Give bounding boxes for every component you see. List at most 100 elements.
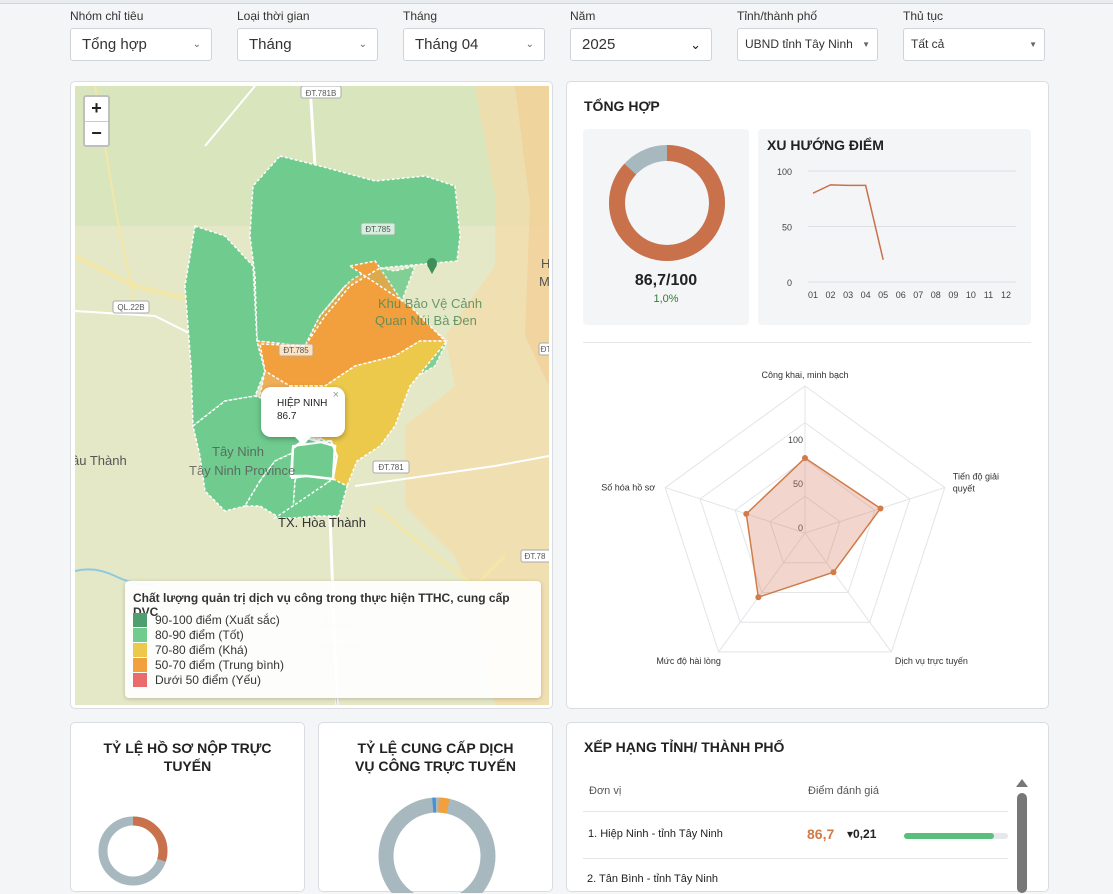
filter-month-value: Tháng 04 [415, 36, 479, 53]
road-label-dt781b: ĐT.781B [306, 89, 337, 98]
filter-province: Tỉnh/thành phố UBND tỉnh Tây Ninh ▼ [737, 8, 878, 61]
summary-title: TỔNG HỢP [584, 98, 660, 114]
road-shield [112, 300, 150, 314]
road-shield [360, 222, 396, 236]
filter-month: Tháng Tháng 04 ⌄ [403, 8, 545, 61]
legend-item: 90-100 điểm (Xuất sắc) [133, 613, 531, 628]
legend-item: Dưới 50 điểm (Yếu) [133, 673, 531, 688]
road [374, 504, 507, 588]
top-border [0, 0, 1113, 4]
radar-point [802, 455, 808, 462]
trend-x-tick: 01 [808, 290, 818, 300]
trend-chart: 100 50 0 01 02 03 04 05 06 07 08 09 10 11 12 [777, 167, 1016, 300]
zoom-in-button[interactable]: + [91, 98, 102, 118]
online-ratio-card: TỶ LỆ HỒ SƠ NỘP TRỰC TUYẾN [70, 722, 305, 892]
ranking-col-score: Điểm đánh giá [808, 785, 879, 797]
caret-down-icon: ▼ [1029, 40, 1037, 49]
radar-point [877, 505, 884, 512]
scrollbar-thumb[interactable] [1017, 793, 1027, 893]
road [204, 86, 256, 147]
filter-province-select[interactable]: UBND tỉnh Tây Ninh ▼ [737, 28, 878, 61]
radar-point [743, 510, 750, 517]
filter-period-type-select[interactable]: Tháng ⌄ [237, 28, 378, 61]
filter-province-label: Tỉnh/thành phố [737, 9, 818, 23]
popup-district-name: HIỆP NINH [277, 398, 328, 409]
trend-x-tick: 07 [913, 290, 923, 300]
radar-axis [804, 532, 892, 653]
legend-label: 90-100 điểm (Xuất sắc) [155, 613, 280, 627]
place-label-hoa-thanh: TX. Hòa Thành [278, 515, 366, 530]
score-donut-value [609, 145, 725, 261]
place-label-right-2: M [539, 274, 549, 289]
radar-axis-label: Tiến độ giải quyết [953, 472, 999, 494]
filter-province-value: UBND tỉnh Tây Ninh [745, 37, 853, 51]
zoom-out-button[interactable]: − [85, 121, 108, 145]
radar-axis-label: Mức độ hài lòng [656, 656, 721, 666]
filter-year-select[interactable]: 2025 ⌄ [570, 28, 712, 61]
ranking-card: XẾP HẠNG TỈNH/ THÀNH PHỐ Đơn vị Điểm đán… [566, 722, 1049, 894]
ranking-col-unit: Đơn vị [589, 785, 622, 797]
trend-x-tick: 02 [826, 290, 836, 300]
legend-label: 80-90 điểm (Tốt) [155, 628, 244, 642]
rank-progress-bar [904, 833, 1008, 839]
choropleth-map[interactable]: ĐT.781B ĐT.785 ĐT.785 QL.22B ĐT.781 ĐT.7… [75, 86, 549, 705]
map-card: ĐT.781B ĐT.785 ĐT.785 QL.22B ĐT.781 ĐT.7… [70, 81, 553, 709]
radar-axis [665, 487, 806, 534]
online-ratio-donut [98, 816, 168, 886]
radar-axis-label: Số hóa hồ sơ [601, 483, 655, 493]
score-donut [609, 145, 725, 261]
filter-month-select[interactable]: Tháng 04 ⌄ [403, 28, 545, 61]
radar-point [755, 594, 762, 601]
road-label-dt785: ĐT.785 [365, 225, 391, 234]
road-label-ql22b: QL.22B [117, 303, 144, 312]
table-row-next[interactable]: 2. Tân Bình - tỉnh Tây Ninh [587, 873, 719, 885]
road-label-dt785b: ĐT.785 [283, 346, 309, 355]
legend-items: 90-100 điểm (Xuất sắc) 80-90 điểm (Tốt) 70… [133, 613, 531, 688]
legend-item: 80-90 điểm (Tốt) [133, 628, 531, 643]
road [75, 310, 196, 337]
popup-close-button[interactable]: × [332, 389, 339, 401]
ranking-scrollbar[interactable] [1016, 779, 1028, 894]
rank-score: 86,7 [807, 826, 835, 842]
road-shield [372, 460, 410, 474]
trend-line [812, 184, 884, 260]
filter-procedure-label: Thủ tục [903, 9, 944, 23]
online-service-card: TỶ LỆ CUNG CẤP DỊCH VỤ CÔNG TRỰC TUYẾN [318, 722, 553, 893]
trend-x-tick: 03 [843, 290, 853, 300]
caret-down-icon: ▼ [862, 40, 870, 49]
road-shield [538, 342, 549, 356]
trend-x-tick: 12 [1001, 290, 1011, 300]
trend-title: XU HƯỚNG ĐIỂM [767, 137, 884, 153]
map-terrain-east-2 [515, 86, 549, 386]
legend-item: 70-80 điểm (Khá) [133, 643, 531, 658]
place-label-tay-ninh: Tây Ninh [212, 444, 264, 459]
road-label-dt78: ĐT.78 [525, 552, 546, 561]
trend-x-tick: 08 [931, 290, 941, 300]
summary-divider [583, 342, 1031, 343]
filter-group: Nhóm chỉ tiêu Tổng hợp ⌄ [70, 8, 212, 61]
road-label-dt781: ĐT.781 [378, 463, 404, 472]
legend-label: 70-80 điểm (Khá) [155, 643, 248, 657]
table-row[interactable]: 1. Hiệp Ninh - tỉnh Tây Ninh 86,7 ▾0,21 [583, 811, 1008, 859]
district-hoa-thanh[interactable] [272, 478, 348, 519]
scroll-up-icon[interactable] [1016, 779, 1028, 787]
radar-grid [664, 385, 946, 653]
filter-year-label: Năm [570, 9, 596, 23]
filter-group-select[interactable]: Tổng hợp ⌄ [70, 28, 212, 61]
filter-year-value: 2025 [582, 36, 616, 53]
radar-axis [804, 487, 945, 534]
chevron-down-icon: ⌄ [358, 39, 367, 50]
radar-grid [699, 422, 911, 623]
filter-procedure-select[interactable]: Tất cả ▼ [903, 28, 1045, 61]
trend-x-tick: 04 [861, 290, 871, 300]
trend-box: XU HƯỚNG ĐIỂM 100 50 0 01 02 03 04 05 06 07 08 09 10… [758, 129, 1031, 325]
radar-chart: 100 50 0 Công khai, minh bạch Tiến độ giảiqu… [601, 370, 999, 666]
radar-grid [734, 458, 876, 593]
filter-period-type: Loại thời gian Tháng ⌄ [237, 8, 378, 61]
trend-x-tick: 10 [966, 290, 976, 300]
radar-area [745, 457, 882, 599]
online-ratio-title: TỶ LỆ HỒ SƠ NỘP TRỰC TUYẾN [103, 740, 272, 774]
zoom-control: + − [83, 95, 110, 147]
radar-grid [769, 495, 841, 564]
radar-tick: 100 [788, 435, 803, 445]
